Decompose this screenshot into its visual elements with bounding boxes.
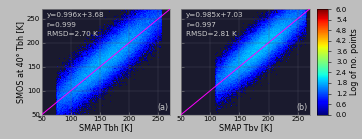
Y-axis label: Log of no. points: Log of no. points bbox=[350, 28, 359, 95]
Y-axis label: SMOS at 40° Tbh [K]: SMOS at 40° Tbh [K] bbox=[16, 21, 25, 103]
Text: y=0.996x+3.68: y=0.996x+3.68 bbox=[47, 12, 104, 18]
Text: RMSD=2.70 K: RMSD=2.70 K bbox=[47, 31, 97, 37]
Text: (b): (b) bbox=[296, 102, 308, 111]
Text: r=0.999: r=0.999 bbox=[47, 22, 77, 28]
Text: RMSD=2.81 K: RMSD=2.81 K bbox=[186, 31, 237, 37]
Text: r=0.997: r=0.997 bbox=[186, 22, 216, 28]
Text: (a): (a) bbox=[157, 102, 168, 111]
X-axis label: SMAP Tbv [K]: SMAP Tbv [K] bbox=[219, 123, 272, 132]
Text: y=0.985x+7.03: y=0.985x+7.03 bbox=[186, 12, 244, 18]
X-axis label: SMAP Tbh [K]: SMAP Tbh [K] bbox=[79, 123, 133, 132]
